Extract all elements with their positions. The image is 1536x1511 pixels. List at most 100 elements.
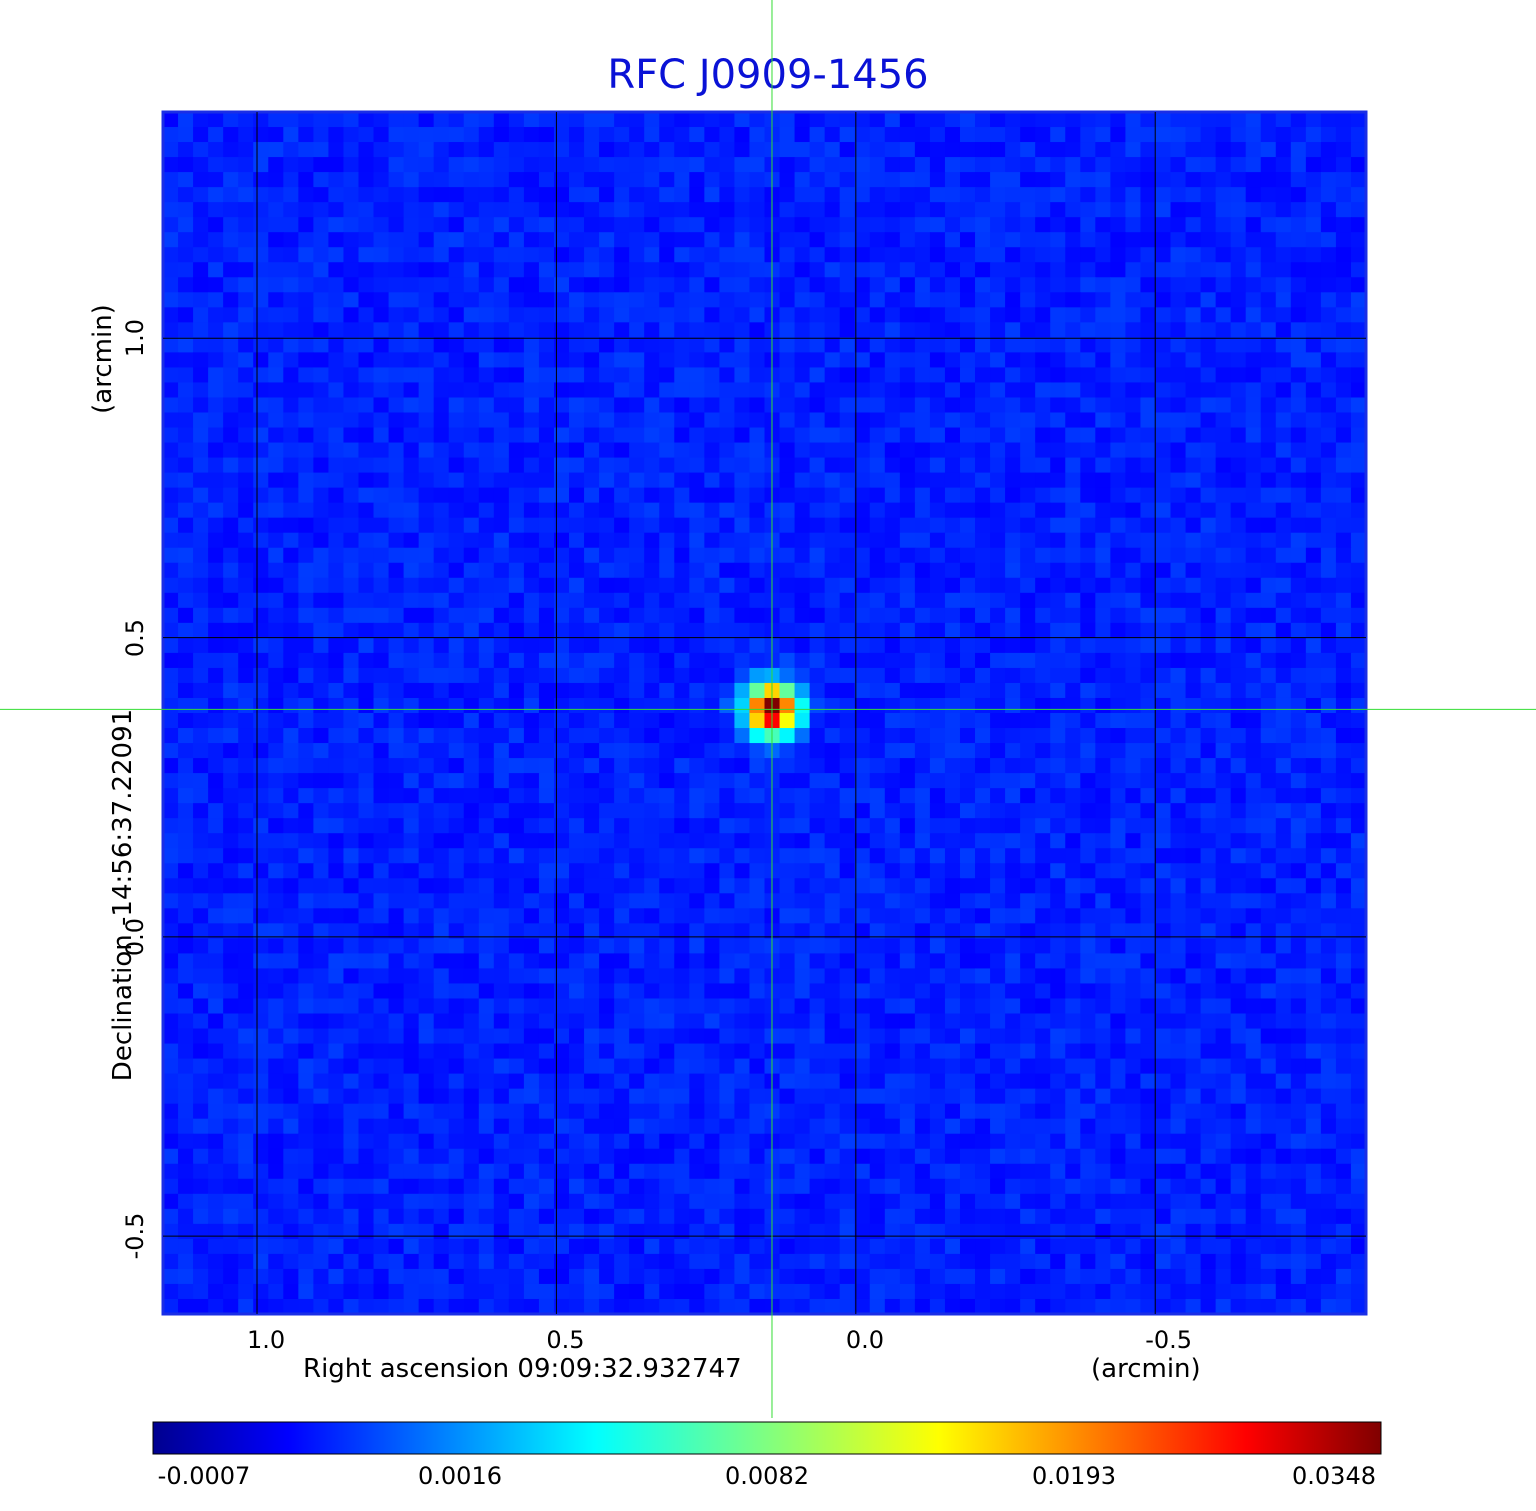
heat-cell xyxy=(1215,953,1232,970)
heat-cell xyxy=(1245,697,1262,714)
heat-cell xyxy=(839,592,856,609)
heat-cell xyxy=(689,532,705,549)
heat-cell xyxy=(749,938,766,955)
heat-cell xyxy=(1260,758,1277,774)
heat-cell xyxy=(704,427,720,444)
heat-cell xyxy=(1155,667,1172,684)
heat-cell xyxy=(990,998,1006,1015)
heat-cell xyxy=(313,247,330,263)
heat-cell xyxy=(749,833,766,849)
heat-cell xyxy=(223,1043,239,1060)
heat-cell xyxy=(523,367,540,384)
heat-cell xyxy=(1110,998,1126,1015)
heat-cell xyxy=(839,758,856,774)
heat-cell xyxy=(1155,953,1172,970)
heat-cell xyxy=(238,442,254,459)
heat-cell xyxy=(794,1028,811,1045)
heat-cell xyxy=(1170,412,1187,429)
heat-cell xyxy=(959,743,976,759)
heat-cell xyxy=(1080,277,1096,293)
heat-cell xyxy=(448,713,465,729)
heat-cell xyxy=(448,562,465,579)
heat-cell xyxy=(990,637,1006,654)
heat-cell xyxy=(1065,187,1081,203)
heat-cell xyxy=(1050,202,1066,218)
heat-cell xyxy=(854,382,871,399)
heat-cell xyxy=(1260,262,1277,278)
heat-cell xyxy=(523,953,540,970)
heat-cell xyxy=(869,232,886,248)
heat-cell xyxy=(824,367,841,384)
heat-cell xyxy=(163,397,179,414)
heat-cell xyxy=(313,818,330,834)
heat-cell xyxy=(584,607,600,624)
heat-cell xyxy=(1260,247,1277,263)
heat-cell xyxy=(478,352,495,369)
heat-cell xyxy=(1095,307,1111,323)
heat-cell xyxy=(178,487,194,504)
heat-cell xyxy=(809,217,826,233)
heat-cell xyxy=(1005,562,1021,579)
heat-cell xyxy=(1020,833,1036,849)
heat-cell xyxy=(463,667,480,684)
heat-cell xyxy=(1155,442,1172,459)
heat-cell xyxy=(373,592,390,609)
heat-cell xyxy=(418,337,435,354)
heat-cell xyxy=(644,592,660,609)
heat-cell xyxy=(313,607,330,624)
heat-cell xyxy=(1245,127,1262,143)
heat-cell xyxy=(599,1043,615,1060)
heat-cell xyxy=(944,247,961,263)
heat-cell xyxy=(373,202,390,218)
heat-cell xyxy=(1335,502,1352,519)
heat-cell xyxy=(990,232,1006,248)
heat-cell xyxy=(1245,682,1262,699)
heat-cell xyxy=(253,998,269,1015)
heat-cell xyxy=(448,1043,465,1060)
heat-cell xyxy=(1335,1013,1352,1030)
heat-cell xyxy=(238,1028,254,1045)
heat-cell xyxy=(1290,232,1307,248)
heat-cell xyxy=(1110,803,1126,819)
heat-cell xyxy=(1245,307,1262,323)
heat-cell xyxy=(1290,412,1307,429)
heat-cell xyxy=(1275,953,1292,970)
heat-cell xyxy=(178,577,194,594)
heat-cell xyxy=(614,1028,630,1045)
heat-cell xyxy=(328,262,345,278)
heat-cell xyxy=(403,382,420,399)
heat-cell xyxy=(238,622,254,639)
heat-cell xyxy=(253,908,269,924)
heat-cell xyxy=(929,112,946,128)
heat-cell xyxy=(1095,487,1111,504)
heat-cell xyxy=(253,292,269,308)
heat-cell xyxy=(659,217,675,233)
heat-cell xyxy=(1125,697,1142,714)
heat-cell xyxy=(493,412,510,429)
heat-cell xyxy=(208,412,224,429)
heat-cell xyxy=(313,833,330,849)
heat-cell xyxy=(659,532,675,549)
heat-cell xyxy=(809,517,826,534)
heat-cell xyxy=(508,127,525,143)
heat-cell xyxy=(1050,1028,1066,1045)
heat-cell xyxy=(839,998,856,1015)
heat-cell xyxy=(223,1013,239,1030)
heat-cell xyxy=(1035,848,1051,864)
heat-cell xyxy=(839,352,856,369)
heat-cell xyxy=(704,397,720,414)
heat-cell xyxy=(388,1028,405,1045)
heat-cell xyxy=(929,367,946,384)
heat-cell xyxy=(869,427,886,444)
heat-cell xyxy=(854,998,871,1015)
heat-cell xyxy=(193,412,209,429)
heat-cell xyxy=(418,232,435,248)
heat-cell xyxy=(1215,833,1232,849)
heat-cell xyxy=(1080,247,1096,263)
heat-cell xyxy=(854,893,871,909)
heat-cell xyxy=(1140,412,1157,429)
heat-cell xyxy=(809,758,826,774)
heat-cell xyxy=(1035,592,1051,609)
heat-cell xyxy=(719,848,736,864)
heat-cell xyxy=(1305,142,1322,158)
